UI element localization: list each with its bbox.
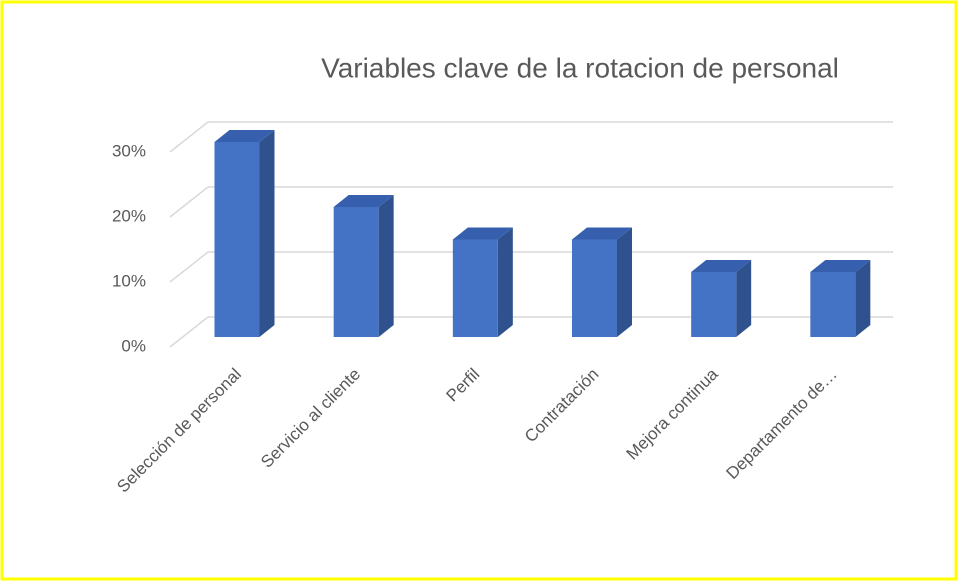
grid-line	[169, 121, 209, 153]
bar-top	[572, 227, 632, 240]
bar-top	[691, 260, 752, 272]
bar-side	[855, 260, 871, 337]
bar-top	[214, 130, 275, 142]
y-tick-label: 10%	[112, 271, 146, 290]
bar-top	[452, 227, 513, 240]
bar-side	[259, 130, 275, 337]
bar	[572, 239, 617, 337]
y-tick-label: 20%	[112, 206, 146, 225]
bar	[452, 239, 498, 337]
bar-side	[497, 227, 513, 337]
bar	[333, 207, 379, 337]
chart-title: Variables clave de la rotacion de person…	[321, 52, 839, 83]
bar	[691, 272, 737, 337]
bar-side	[617, 227, 632, 337]
grid-line	[169, 316, 209, 348]
bar-side	[736, 260, 752, 337]
grid-line	[169, 251, 209, 283]
bar-top	[810, 260, 871, 272]
y-tick-label: 0%	[121, 336, 146, 355]
bar-top	[333, 195, 394, 207]
bar	[810, 272, 856, 337]
y-tick-label: 30%	[112, 141, 146, 160]
grid-line	[169, 186, 209, 218]
bar	[214, 142, 260, 337]
bar-side	[378, 195, 394, 337]
